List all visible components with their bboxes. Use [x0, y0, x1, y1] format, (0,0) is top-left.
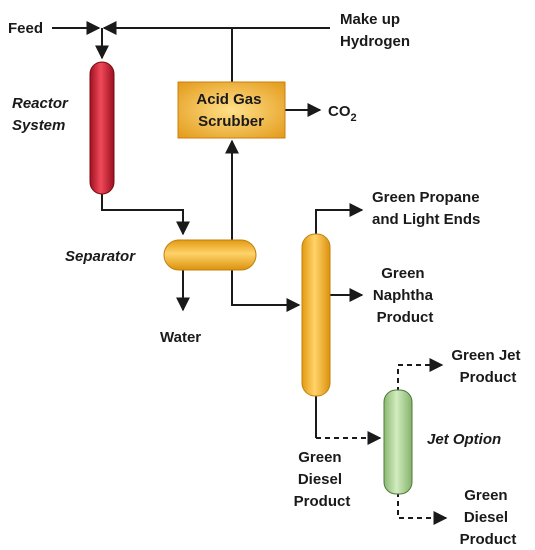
- scrubber-label: Acid Gas Scrubber: [196, 91, 265, 130]
- co2-label: CO2: [328, 103, 357, 124]
- jet-diesel-label: Green Diesel Product: [460, 487, 517, 548]
- line: Diesel: [464, 509, 508, 526]
- line: Naphtha: [373, 287, 434, 304]
- line: System: [12, 117, 65, 134]
- column-vessel: [301, 233, 331, 397]
- line: Product: [460, 369, 517, 386]
- line: Scrubber: [198, 113, 264, 130]
- line: Product: [377, 309, 434, 326]
- jet-option-label: Jet Option: [427, 431, 501, 448]
- diesel-label: Green Diesel Product: [294, 449, 351, 510]
- reactor-vessel: [89, 61, 115, 195]
- line: Green: [381, 265, 424, 282]
- line: Product: [460, 531, 517, 548]
- naphtha-label: Green Naphtha Product: [373, 265, 437, 326]
- separator-vessel: [163, 239, 257, 271]
- jet-vessel: [383, 389, 413, 495]
- reactor-label: Reactor System: [12, 95, 72, 134]
- line: Diesel: [298, 471, 342, 488]
- propane-label: Green Propane and Light Ends: [372, 189, 484, 228]
- water-label: Water: [160, 329, 201, 346]
- separator-label: Separator: [65, 248, 136, 265]
- line: Reactor: [12, 95, 69, 112]
- line: Acid Gas: [196, 91, 261, 108]
- line: Hydrogen: [340, 33, 410, 50]
- line: Green: [464, 487, 507, 504]
- makeup-label: Make up Hydrogen: [340, 11, 410, 50]
- flow-lines: [52, 21, 448, 525]
- line: Make up: [340, 11, 400, 28]
- jet-label: Green Jet Product: [451, 347, 524, 386]
- line: and Light Ends: [372, 211, 480, 228]
- line: Green Jet: [451, 347, 520, 364]
- line: Green Propane: [372, 189, 480, 206]
- formula: CO: [328, 103, 351, 120]
- line: Product: [294, 493, 351, 510]
- line: Green: [298, 449, 341, 466]
- feed-label: Feed: [8, 20, 43, 37]
- scrubber-box: [177, 81, 286, 139]
- subscript: 2: [351, 112, 357, 124]
